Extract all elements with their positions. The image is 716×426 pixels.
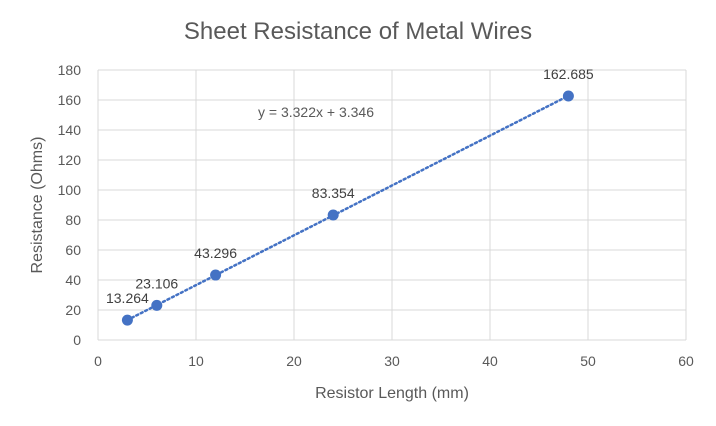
data-label: 162.685 <box>543 66 594 82</box>
trendline-group <box>126 94 570 322</box>
y-tick-label: 180 <box>58 62 82 78</box>
x-tick-label: 10 <box>188 353 204 369</box>
x-tick-label: 30 <box>384 353 400 369</box>
axes: 0 20 40 60 80 100 120 140 160 180 0 10 20 30 40 50 60 <box>58 62 694 369</box>
y-tick-label: 120 <box>58 152 82 168</box>
trendline-equation: y = 3.322x + 3.346 <box>258 104 374 120</box>
x-tick-label: 20 <box>286 353 302 369</box>
data-label: 23.106 <box>135 275 178 291</box>
y-tick-label: 100 <box>58 182 82 198</box>
x-axis-title: Resistor Length (mm) <box>315 385 469 402</box>
data-point <box>327 209 339 221</box>
y-tick-label: 140 <box>58 122 82 138</box>
chart-title: Sheet Resistance of Metal Wires <box>184 18 532 45</box>
x-tick-label: 40 <box>482 353 498 369</box>
data-point <box>151 299 163 311</box>
x-tick-label: 60 <box>678 353 694 369</box>
data-point <box>121 314 133 326</box>
y-axis-title: Resistance (Ohms) <box>29 137 46 274</box>
data-label: 13.264 <box>106 290 149 306</box>
x-tick-label: 50 <box>580 353 596 369</box>
data-label: 83.354 <box>312 185 355 201</box>
y-tick-label: 40 <box>65 272 81 288</box>
data-point <box>562 90 574 102</box>
data-point <box>210 269 222 281</box>
data-label: 43.296 <box>194 245 237 261</box>
x-tick-label: 0 <box>94 353 102 369</box>
y-tick-label: 80 <box>65 212 81 228</box>
y-tick-label: 20 <box>65 302 81 318</box>
y-tick-label: 0 <box>73 332 81 348</box>
grid-lines <box>97 69 687 341</box>
trendline <box>126 94 570 322</box>
y-tick-label: 160 <box>58 92 82 108</box>
data-points <box>121 90 574 326</box>
y-tick-label: 60 <box>65 242 81 258</box>
